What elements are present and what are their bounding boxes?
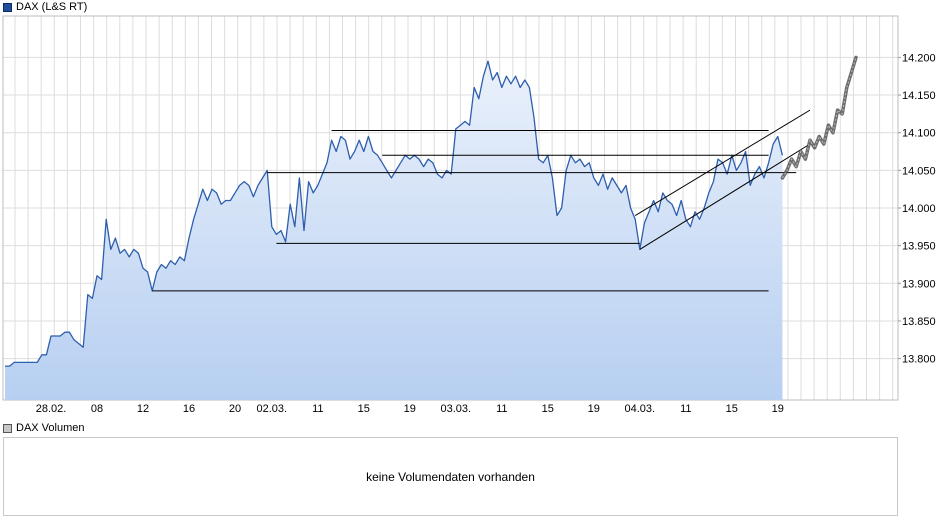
x-tick-label: 12 [137, 403, 149, 415]
x-tick-label: 15 [542, 403, 554, 415]
x-tick-label: 19 [588, 403, 600, 415]
volume-panel: keine Volumendaten vorhanden [3, 437, 898, 516]
x-tick-label: 19 [404, 403, 416, 415]
price-legend-label: DAX (L&S RT) [16, 1, 88, 13]
price-area [5, 61, 783, 400]
forecast-line [780, 55, 858, 180]
x-tick-label: 28.02. [36, 403, 67, 415]
y-tick-label: 13.850 [902, 316, 936, 328]
volume-legend-swatch [3, 423, 12, 433]
y-tick-label: 14.050 [902, 165, 936, 177]
x-tick-label: 15 [726, 403, 738, 415]
x-tick-label: 15 [358, 403, 370, 415]
x-tick-label: 02.03. [257, 403, 288, 415]
trend-line [639, 143, 811, 250]
price-line [5, 60, 784, 367]
y-tick-label: 13.900 [902, 278, 936, 290]
price-legend-swatch [3, 2, 12, 12]
price-legend: DAX (L&S RT) [3, 0, 87, 14]
y-tick-label: 13.950 [902, 241, 936, 253]
x-tick-label: 04.03. [625, 403, 656, 415]
x-tick-label: 11 [312, 403, 323, 415]
x-tick-label: 19 [772, 403, 784, 415]
y-tick-label: 14.150 [902, 90, 936, 102]
y-tick-label: 14.100 [902, 128, 936, 140]
x-tick-label: 11 [680, 403, 691, 415]
y-tick-label: 14.000 [902, 203, 936, 215]
x-tick-label: 03.03. [441, 403, 472, 415]
price-chart: 28.02. 08 12 16 20 02.03. 11 15 19 03.03. 11 15 19 04… [2, 15, 936, 415]
volume-legend: DAX Volumen [3, 421, 84, 435]
forecast-highlight [781, 57, 857, 179]
x-tick-label: 11 [496, 403, 507, 415]
y-tick-label: 13.800 [902, 354, 936, 366]
x-tick-label: 16 [183, 403, 195, 415]
x-tick-label: 20 [229, 403, 241, 415]
trend-line [634, 109, 811, 216]
y-tick-label: 14.200 [902, 52, 936, 64]
x-tick-label: 08 [91, 403, 103, 415]
volume-legend-label: DAX Volumen [16, 422, 85, 434]
no-volume-message: keine Volumendaten vorhanden [366, 469, 535, 484]
